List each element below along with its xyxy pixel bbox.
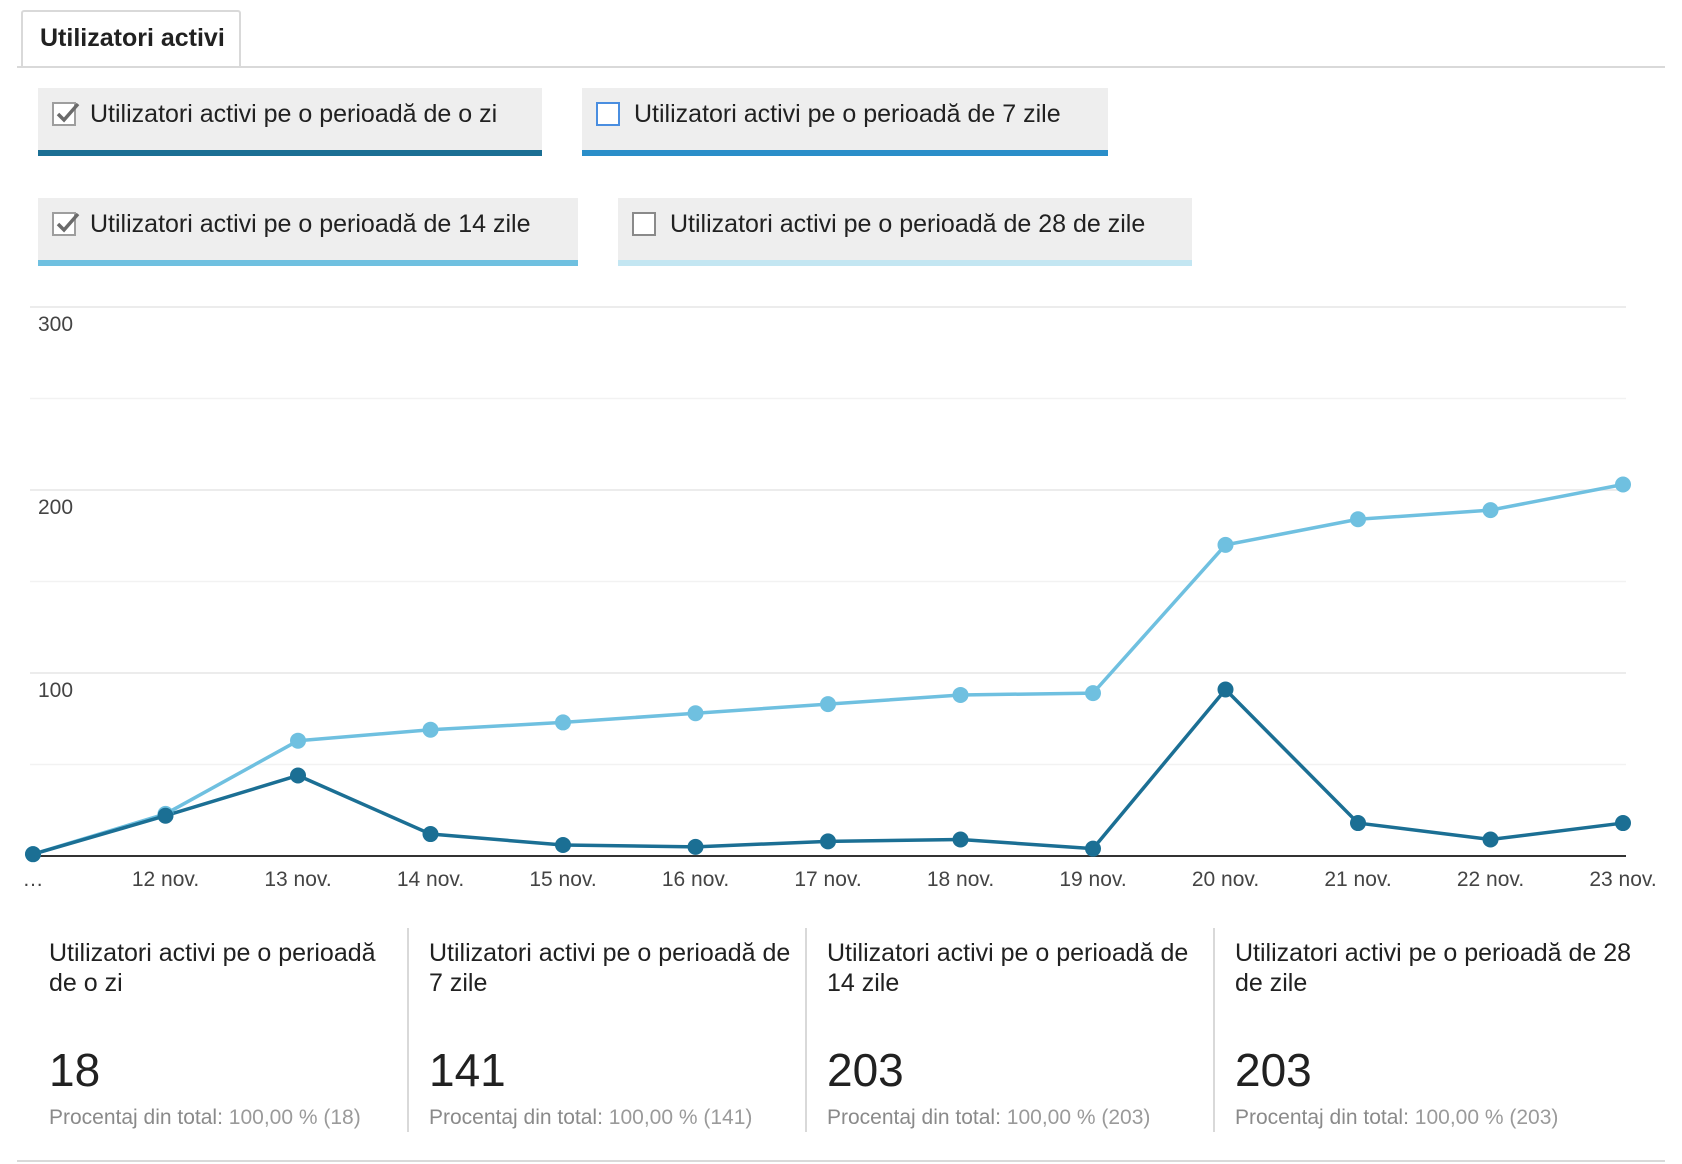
stat-7-days: Utilizatori activi pe o perioadă de 7 zi… xyxy=(407,928,790,1132)
stat-percentage-label: Procentaj din total: xyxy=(1235,1106,1409,1129)
series-line xyxy=(32,482,1624,856)
data-point xyxy=(1085,685,1101,702)
tab-strip xyxy=(17,0,1665,68)
x-tick-label: 17 nov. xyxy=(794,868,861,891)
toggle-color-bar xyxy=(582,150,1108,156)
data-point xyxy=(1615,815,1631,832)
x-tick-label: 12 nov. xyxy=(132,868,199,891)
data-point xyxy=(422,721,439,738)
data-point xyxy=(25,846,41,863)
stat-title: Utilizatori activi pe o perioadă de 7 zi… xyxy=(429,939,791,997)
data-point xyxy=(687,705,704,722)
checkbox-7-days[interactable] xyxy=(596,102,620,126)
data-point xyxy=(555,714,571,731)
x-tick-label: 14 nov. xyxy=(397,868,464,891)
data-point xyxy=(1217,536,1234,553)
x-tick-label: 16 nov. xyxy=(662,868,729,891)
toggle-label: Utilizatori activi pe o perioadă de 7 zi… xyxy=(634,100,1061,128)
x-tick-label: 21 nov. xyxy=(1324,868,1391,891)
data-point xyxy=(422,826,439,843)
stat-percentage-value: 100,00 % (18) xyxy=(228,1106,361,1129)
stat-value: 203 xyxy=(1235,1044,1312,1096)
toggle-7-days[interactable]: Utilizatori activi pe o perioadă de 7 zi… xyxy=(582,88,1108,156)
stat-percentage-label: Procentaj din total: xyxy=(429,1106,603,1129)
data-point xyxy=(820,696,836,713)
checkbox-1-day[interactable] xyxy=(52,102,80,126)
data-point xyxy=(952,831,969,848)
toggle-label: Utilizatori activi pe o perioadă de o zi xyxy=(90,100,498,128)
data-point xyxy=(290,767,306,784)
checkbox-14-days[interactable] xyxy=(52,212,80,236)
line-chart: 100 200 300 … 12 nov. 13 nov. 14 nov. 15 nov. 16… xyxy=(0,290,1682,900)
stat-percentage-value: 100,00 % (141) xyxy=(608,1106,753,1129)
stat-title: Utilizatori activi pe o perioadă de 14 z… xyxy=(827,939,1189,997)
data-point xyxy=(820,833,836,850)
stat-value: 18 xyxy=(49,1044,101,1096)
stat-title: Utilizatori activi pe o perioadă de 28 d… xyxy=(1235,939,1632,997)
y-tick-label: 300 xyxy=(38,313,73,336)
data-point xyxy=(1350,511,1366,528)
stat-divider xyxy=(805,928,807,1132)
stat-title: Utilizatori activi pe o perioadă de o zi xyxy=(49,939,376,997)
checkbox-28-days[interactable] xyxy=(632,212,656,236)
stat-percentage-label: Procentaj din total: xyxy=(827,1106,1001,1129)
x-tick-label: 22 nov. xyxy=(1457,868,1524,891)
data-point xyxy=(687,838,704,855)
data-point xyxy=(1350,815,1366,832)
x-tick-label: 15 nov. xyxy=(529,868,596,891)
x-tick-label: 19 nov. xyxy=(1059,868,1126,891)
toggle-label: Utilizatori activi pe o perioadă de 14 z… xyxy=(90,210,531,238)
stat-percentage-label: Procentaj din total: xyxy=(49,1106,223,1129)
data-point xyxy=(555,837,571,854)
stat-percentage-value: 100,00 % (203) xyxy=(1414,1106,1559,1129)
series-line xyxy=(32,687,1624,856)
stat-28-days: Utilizatori activi pe o perioadă de 28 d… xyxy=(1213,928,1633,1132)
data-point xyxy=(157,807,174,824)
toggle-1-day[interactable]: Utilizatori activi pe o perioadă de o zi xyxy=(38,88,542,156)
y-tick-label: 100 xyxy=(38,679,73,702)
data-point xyxy=(1217,681,1234,698)
stat-value: 141 xyxy=(429,1044,506,1096)
stat-percentage: Procentaj din total: 100,00 % (203) xyxy=(827,1106,1150,1130)
stats-panel: Utilizatori activi pe o perioadă de o zi… xyxy=(17,920,1665,1162)
toggle-label: Utilizatori activi pe o perioadă de 28 d… xyxy=(670,210,1146,238)
line-chart-svg: 100 200 300 … 12 nov. 13 nov. 14 nov. 15 nov. 16… xyxy=(23,306,1657,891)
x-tick-label: 20 nov. xyxy=(1192,868,1259,891)
stat-percentage: Procentaj din total: 100,00 % (203) xyxy=(1235,1106,1558,1130)
toggle-color-bar xyxy=(38,150,542,156)
data-point xyxy=(290,732,306,749)
stat-14-days: Utilizatori activi pe o perioadă de 14 z… xyxy=(805,928,1195,1132)
stat-divider xyxy=(407,928,409,1132)
stat-percentage: Procentaj din total: 100,00 % (18) xyxy=(49,1106,361,1130)
stat-1-day: Utilizatori activi pe o perioadă de o zi… xyxy=(27,928,397,1130)
x-tick-label: 18 nov. xyxy=(927,868,994,891)
x-tick-label: 13 nov. xyxy=(264,868,331,891)
toggle-color-bar xyxy=(618,260,1192,266)
toggle-14-days[interactable]: Utilizatori activi pe o perioadă de 14 z… xyxy=(38,198,578,266)
y-tick-label: 200 xyxy=(38,496,73,519)
x-tick-label: 23 nov. xyxy=(1589,868,1656,891)
tab-active-users[interactable]: Utilizatori activi xyxy=(21,10,241,66)
x-tick-label: … xyxy=(23,868,44,891)
stat-percentage-value: 100,00 % (203) xyxy=(1006,1106,1151,1129)
data-point xyxy=(1085,840,1101,857)
data-point xyxy=(952,686,969,703)
stat-percentage: Procentaj din total: 100,00 % (141) xyxy=(429,1106,752,1130)
stat-value: 203 xyxy=(827,1044,904,1096)
toggle-28-days[interactable]: Utilizatori activi pe o perioadă de 28 d… xyxy=(618,198,1192,266)
data-point xyxy=(1482,502,1499,519)
data-point xyxy=(1482,831,1499,848)
stat-divider xyxy=(1213,928,1215,1132)
toggle-color-bar xyxy=(38,260,578,266)
data-point xyxy=(1615,476,1631,493)
